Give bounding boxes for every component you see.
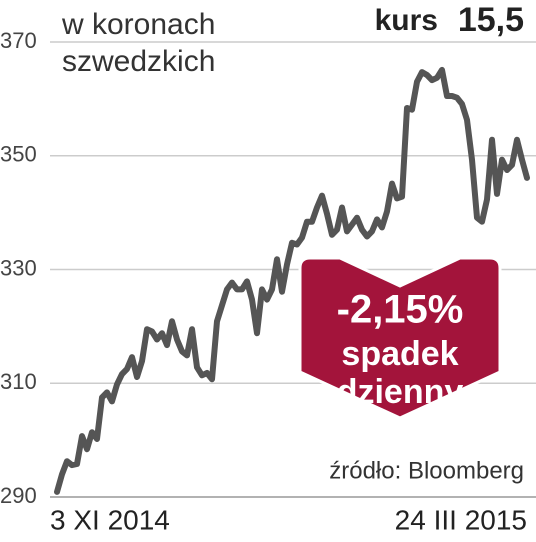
price-value: 15,5	[458, 1, 524, 39]
price-label: kurs	[375, 4, 438, 37]
chart-title: w koronach	[61, 8, 215, 41]
change-text: spadek	[341, 335, 458, 373]
change-badge	[298, 256, 502, 420]
x-tick-label: 24 III 2015	[395, 504, 527, 535]
y-tick-label: 350	[0, 142, 37, 167]
y-tick-label: 330	[0, 255, 37, 280]
x-tick-label: 3 XI 2014	[50, 504, 170, 535]
change-value: -2,15%	[337, 288, 464, 332]
change-text: dzienny	[337, 373, 464, 411]
plot: 290 310 330 350 370	[0, 28, 536, 508]
line	[54, 66, 530, 495]
y-tick-label: 290	[0, 483, 37, 508]
chart-title: szwedzkich	[62, 45, 215, 78]
source: źródło: Bloomberg	[329, 457, 524, 484]
y-tick-label: 370	[0, 28, 37, 53]
y-tick-label: 310	[0, 369, 37, 394]
